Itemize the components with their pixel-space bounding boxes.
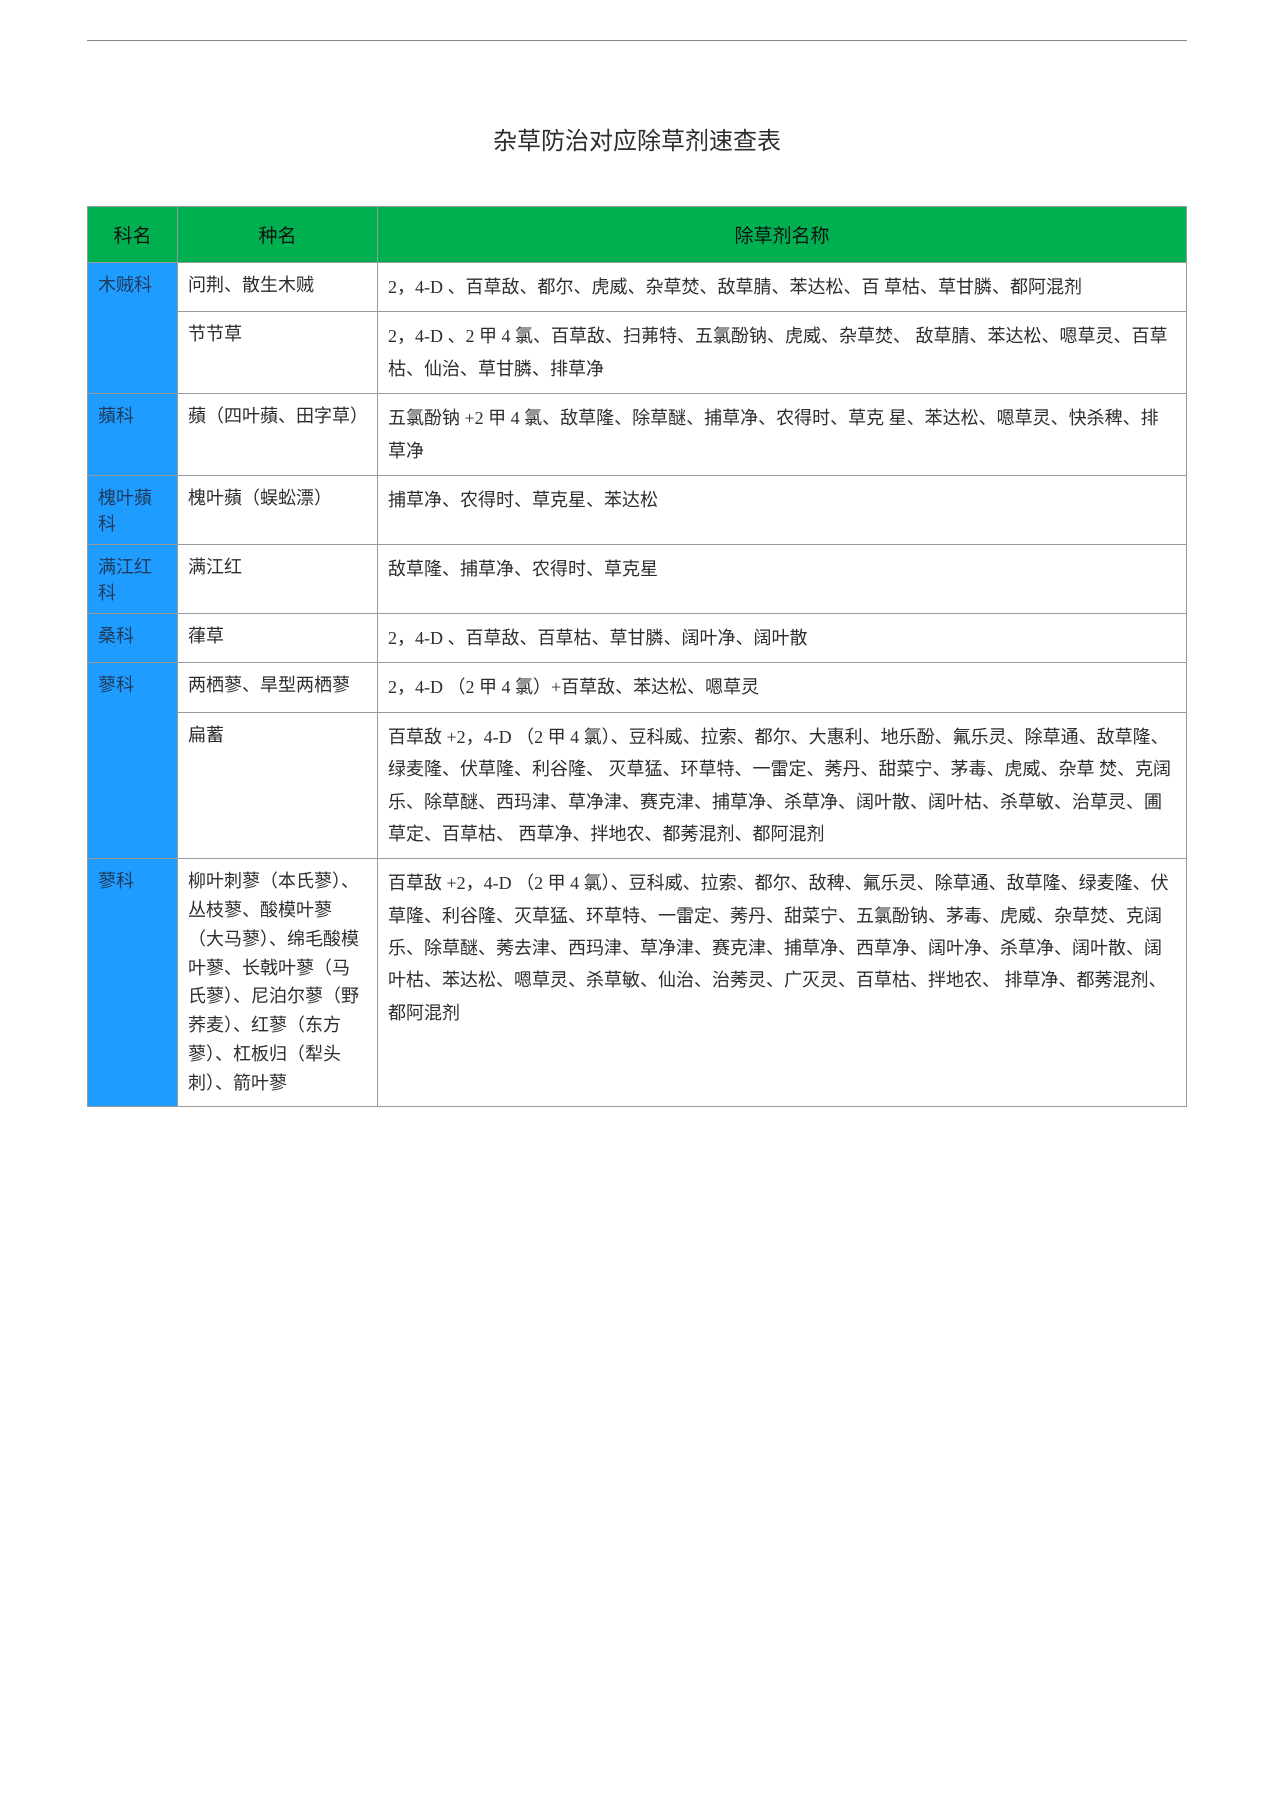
herbicide-cell: 敌草隆、捕草净、农得时、草克星 — [378, 544, 1187, 613]
species-cell: 槐叶蘋（蜈蚣漂） — [178, 475, 378, 544]
table-row: 桑科葎草2，4-D 、百草敌、百草枯、草甘膦、阔叶净、阔叶散 — [88, 613, 1187, 662]
species-cell: 节节草 — [178, 312, 378, 394]
table-row: 槐叶蘋科槐叶蘋（蜈蚣漂）捕草净、农得时、草克星、苯达松 — [88, 475, 1187, 544]
table-row: 满江红科满江红敌草隆、捕草净、农得时、草克星 — [88, 544, 1187, 613]
species-cell: 扁蓄 — [178, 712, 378, 859]
doc-title: 杂草防治对应除草剂速查表 — [87, 121, 1187, 156]
herbicide-cell: 百草敌 +2，4-D （2 甲 4 氯）、豆科威、拉索、都尔、敌稗、氟乐灵、除草… — [378, 859, 1187, 1106]
herbicide-cell: 五氯酚钠 +2 甲 4 氯、敌草隆、除草醚、捕草净、农得时、草克 星、苯达松、嗯… — [378, 394, 1187, 476]
table-row: 蘋科蘋（四叶蘋、田字草）五氯酚钠 +2 甲 4 氯、敌草隆、除草醚、捕草净、农得… — [88, 394, 1187, 476]
herbicide-cell: 2，4-D 、百草敌、都尔、虎威、杂草焚、敌草腈、苯达松、百 草枯、草甘膦、都阿… — [378, 263, 1187, 312]
species-cell: 问荆、散生木贼 — [178, 263, 378, 312]
herbicide-table: 科名 种名 除草剂名称 木贼科问荆、散生木贼2，4-D 、百草敌、都尔、虎威、杂… — [87, 206, 1187, 1107]
page: 杂草防治对应除草剂速查表 科名 种名 除草剂名称 木贼科问荆、散生木贼2，4-D… — [87, 40, 1187, 1107]
family-cell: 蘋科 — [88, 394, 178, 476]
col-header-family: 科名 — [88, 207, 178, 263]
family-cell: 蓼科 — [88, 663, 178, 859]
herbicide-cell: 2，4-D （2 甲 4 氯）+百草敌、苯达松、嗯草灵 — [378, 663, 1187, 712]
family-cell: 桑科 — [88, 613, 178, 662]
herbicide-cell: 百草敌 +2，4-D （2 甲 4 氯）、豆科威、拉索、都尔、大惠利、地乐酚、氟… — [378, 712, 1187, 859]
herbicide-cell: 2，4-D 、百草敌、百草枯、草甘膦、阔叶净、阔叶散 — [378, 613, 1187, 662]
species-cell: 两栖蓼、旱型两栖蓼 — [178, 663, 378, 712]
species-cell: 满江红 — [178, 544, 378, 613]
table-row: 蓼科柳叶刺蓼（本氏蓼）、丛枝蓼、酸模叶蓼（大马蓼）、绵毛酸模叶蓼、长戟叶蓼（马氏… — [88, 859, 1187, 1106]
species-cell: 柳叶刺蓼（本氏蓼）、丛枝蓼、酸模叶蓼（大马蓼）、绵毛酸模叶蓼、长戟叶蓼（马氏蓼）… — [178, 859, 378, 1106]
col-header-species: 种名 — [178, 207, 378, 263]
herbicide-cell: 捕草净、农得时、草克星、苯达松 — [378, 475, 1187, 544]
table-row: 节节草2，4-D 、2 甲 4 氯、百草敌、扫茀特、五氯酚钠、虎威、杂草焚、 敌… — [88, 312, 1187, 394]
table-row: 木贼科问荆、散生木贼2，4-D 、百草敌、都尔、虎威、杂草焚、敌草腈、苯达松、百… — [88, 263, 1187, 312]
family-cell: 满江红科 — [88, 544, 178, 613]
table-row: 蓼科两栖蓼、旱型两栖蓼2，4-D （2 甲 4 氯）+百草敌、苯达松、嗯草灵 — [88, 663, 1187, 712]
family-cell: 蓼科 — [88, 859, 178, 1106]
species-cell: 蘋（四叶蘋、田字草） — [178, 394, 378, 476]
table-row: 扁蓄百草敌 +2，4-D （2 甲 4 氯）、豆科威、拉索、都尔、大惠利、地乐酚… — [88, 712, 1187, 859]
family-cell: 槐叶蘋科 — [88, 475, 178, 544]
herbicide-cell: 2，4-D 、2 甲 4 氯、百草敌、扫茀特、五氯酚钠、虎威、杂草焚、 敌草腈、… — [378, 312, 1187, 394]
family-cell: 木贼科 — [88, 263, 178, 394]
species-cell: 葎草 — [178, 613, 378, 662]
col-header-herbicide: 除草剂名称 — [378, 207, 1187, 263]
